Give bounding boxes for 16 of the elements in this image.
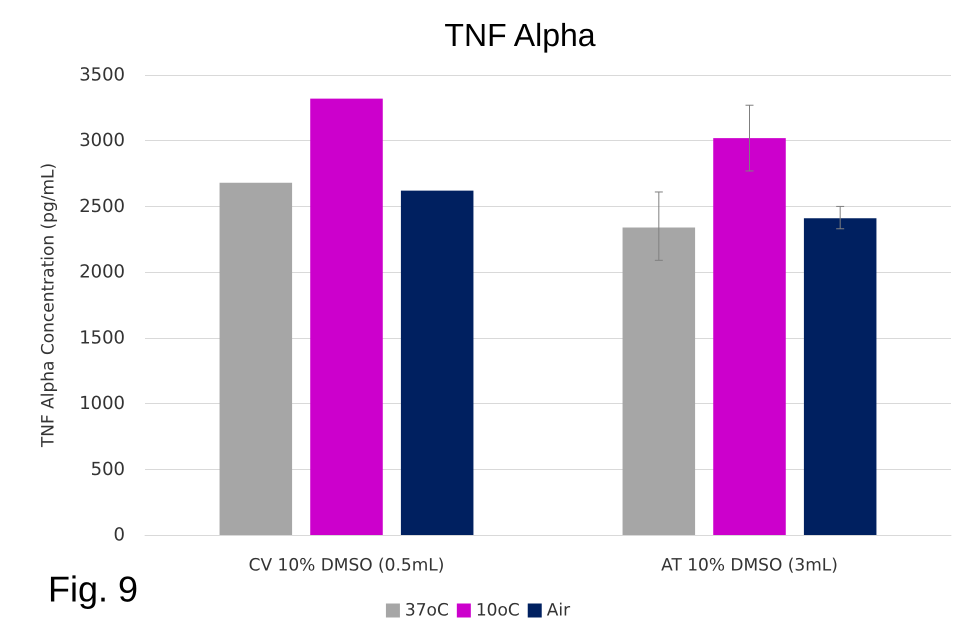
y-tick-label: 1000 — [79, 393, 125, 414]
y-tick-label: 3500 — [79, 64, 125, 86]
y-tick-label: 2500 — [79, 196, 125, 217]
y-tick-label: 3000 — [79, 130, 125, 152]
chart-title: TNF Alpha — [444, 17, 596, 53]
caption: Fig. 9 — [48, 568, 138, 610]
y-tick-label: 2000 — [79, 262, 125, 283]
x-tick-label: AT 10% DMSO (3mL) — [661, 556, 838, 576]
y-tick-label: 0 — [114, 524, 125, 546]
y-tick-label: 500 — [90, 458, 125, 480]
legend-label: 37oC — [404, 600, 449, 620]
x-tick-label: CV 10% DMSO (0.5mL) — [248, 556, 444, 576]
legend-label: 10oC — [476, 600, 520, 620]
legend-label: Air — [546, 600, 570, 620]
y-axis-title: TNF Alpha Concentration (pg/mL) — [38, 162, 58, 448]
y-tick-label: 1500 — [79, 327, 125, 348]
